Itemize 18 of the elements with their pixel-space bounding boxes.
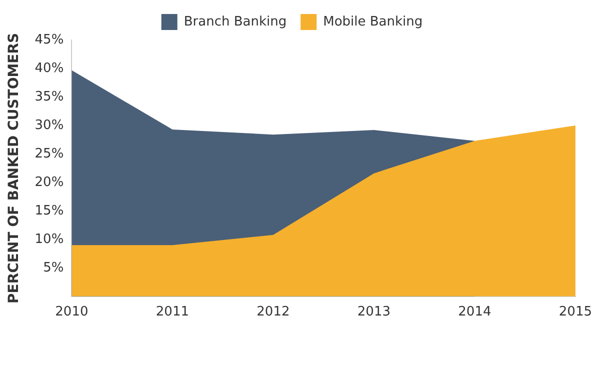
- x-tick-label: 2012: [256, 304, 290, 320]
- y-tick-label: 35%: [34, 89, 64, 104]
- y-tick-label: 20%: [34, 174, 64, 190]
- legend-label: Mobile Banking: [323, 14, 423, 30]
- y-axis-title: PERCENT OF BANKED CUSTOMERS: [6, 32, 22, 304]
- x-tick-label: 2011: [156, 304, 189, 320]
- x-tick-label: 2015: [558, 304, 592, 320]
- legend-label: Branch Banking: [184, 14, 287, 30]
- y-tick-label: 15%: [34, 203, 64, 218]
- y-tick-label: 5%: [43, 260, 64, 276]
- y-tick-label: 45%: [34, 32, 64, 48]
- x-tick-label: 2014: [458, 304, 492, 320]
- y-tick-label: 40%: [34, 60, 64, 76]
- y-tick-label: 30%: [34, 118, 64, 133]
- y-tick-label: 10%: [34, 232, 64, 247]
- x-tick-label: 2013: [357, 304, 390, 320]
- x-tick-label: 2010: [55, 304, 88, 320]
- y-tick-label: 25%: [34, 146, 64, 162]
